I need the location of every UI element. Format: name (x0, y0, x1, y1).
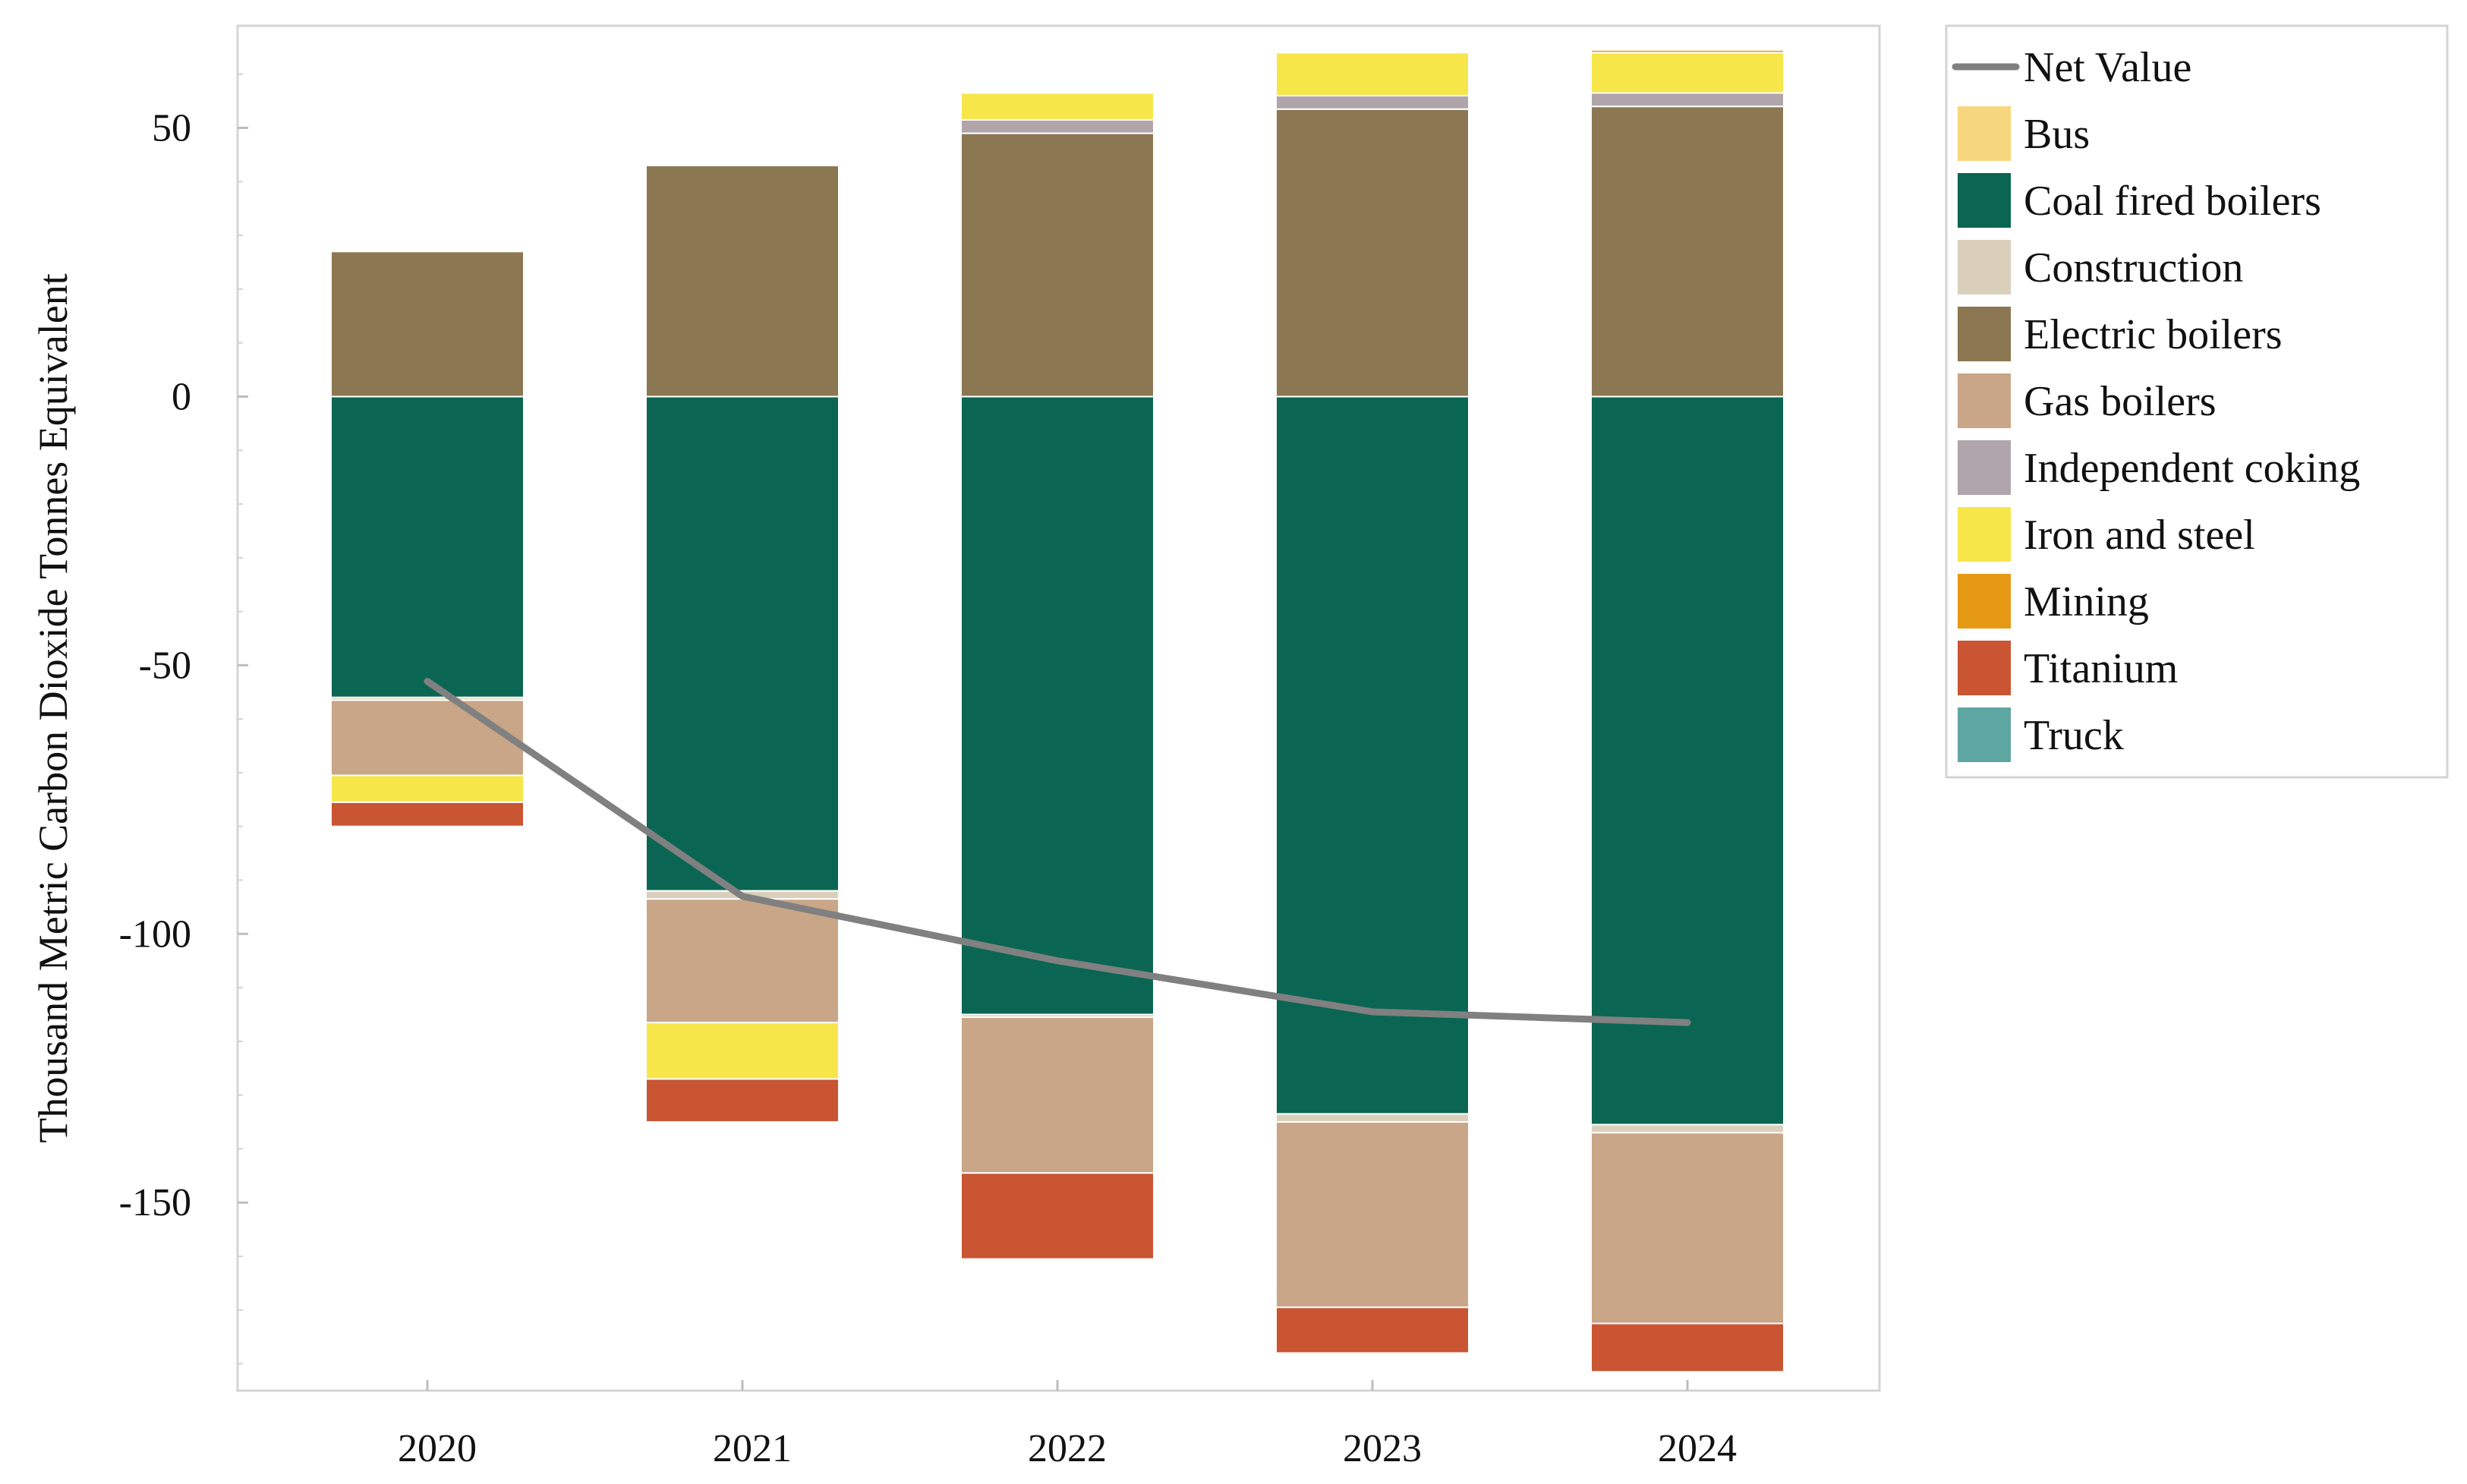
legend-label-construction: Construction (2024, 244, 2243, 291)
legend: Net Value Bus Coal fired boilers Constructi… (1945, 24, 2449, 779)
legend-label-bus: Bus (2024, 111, 2090, 158)
bar-coal-fired-boilers-2021 (645, 395, 840, 892)
bar-gas-boilers-2023 (1275, 1121, 1470, 1309)
legend-label-truck: Truck (2024, 712, 2124, 759)
bar-gas-boilers-2021 (645, 898, 840, 1024)
legend-swatch-gas-boilers (1958, 373, 2011, 428)
bar-independent-coking-2024 (1590, 92, 1785, 108)
bar-iron-and-steel-2023 (1275, 52, 1470, 97)
legend-label-independent-coking: Independent coking (2024, 445, 2360, 492)
legend-label-electric-boilers: Electric boilers (2024, 311, 2283, 358)
y-axis-title: Thousand Metric Carbon Dioxide Tonnes Eq… (30, 273, 76, 1143)
net-value-point-2024 (1687, 1022, 1688, 1023)
net-value-series (424, 678, 1691, 1026)
bar-titanium-2022 (960, 1172, 1155, 1260)
x-tick-label: 2022 (1028, 1427, 1107, 1470)
bar-iron-and-steel-2024 (1590, 52, 1785, 94)
x-tick-label: 2020 (398, 1427, 477, 1470)
bar-iron-and-steel-2022 (960, 92, 1155, 121)
net-value-point-2023 (1372, 1011, 1373, 1013)
bar-electric-boilers-2021 (645, 165, 840, 398)
bar-coal-fired-boilers-2020 (330, 395, 525, 698)
net-value-point-2022 (1057, 960, 1058, 962)
legend-label-net-value: Net Value (2024, 44, 2191, 91)
legend-swatch-truck (1958, 707, 2011, 762)
bar-gas-boilers-2024 (1590, 1132, 1785, 1325)
legend-swatch-electric-boilers (1958, 307, 2011, 361)
legend-swatch-construction (1958, 240, 2011, 295)
bar-coal-fired-boilers-2023 (1275, 395, 1470, 1115)
bars (330, 49, 1785, 1373)
legend-swatch-titanium (1958, 641, 2011, 695)
bar-electric-boilers-2023 (1275, 108, 1470, 398)
y-tick-label: 50 (152, 106, 191, 150)
y-tick-label: 0 (172, 375, 191, 418)
y-axis-ticks: -150 -100 -50 0 50 (119, 106, 248, 1224)
y-tick-label: -150 (119, 1181, 191, 1224)
legend-label-mining: Mining (2024, 578, 2149, 625)
bar-iron-and-steel-2021 (645, 1022, 840, 1080)
legend-label-coal-fired-boilers: Coal fired boilers (2024, 178, 2321, 225)
bar-independent-coking-2022 (960, 118, 1155, 134)
bar-construction-2024 (1590, 1123, 1785, 1134)
legend-label-iron-and-steel: Iron and steel (2024, 512, 2255, 559)
bar-gas-boilers-2022 (960, 1016, 1155, 1174)
bar-gas-boilers-2020 (330, 699, 525, 777)
bar-coal-fired-boilers-2022 (960, 395, 1155, 1016)
legend-swatch-independent-coking (1958, 440, 2011, 495)
bar-iron-and-steel-2020 (330, 774, 525, 803)
legend-swatch-coal-fired-boilers (1958, 173, 2011, 228)
bar-titanium-2023 (1275, 1306, 1470, 1354)
net-value-point-2020 (427, 681, 428, 682)
bar-independent-coking-2023 (1275, 95, 1470, 110)
bar-construction-2023 (1275, 1113, 1470, 1123)
legend-swatch-mining (1958, 574, 2011, 629)
bar-titanium-2024 (1590, 1322, 1785, 1373)
legend-swatch-iron-and-steel (1958, 507, 2011, 562)
y-tick-label: -100 (119, 912, 191, 956)
legend-label-gas-boilers: Gas boilers (2024, 378, 2217, 425)
bar-electric-boilers-2024 (1590, 106, 1785, 398)
x-tick-label: 2024 (1658, 1427, 1737, 1470)
x-tick-label: 2023 (1343, 1427, 1422, 1470)
legend-label-titanium: Titanium (2024, 645, 2178, 692)
bar-coal-fired-boilers-2024 (1590, 395, 1785, 1126)
x-axis-ticks: 2020 2021 2022 2023 2024 (398, 1380, 1737, 1470)
legend-swatch-bus (1958, 106, 2011, 161)
legend-frame (1945, 24, 2449, 779)
y-tick-label: -50 (139, 644, 191, 687)
bar-titanium-2020 (330, 801, 525, 827)
bar-electric-boilers-2022 (960, 132, 1155, 398)
bar-mining-2024 (1590, 49, 1785, 54)
bar-titanium-2021 (645, 1078, 840, 1123)
bar-electric-boilers-2020 (330, 250, 525, 398)
x-tick-label: 2021 (713, 1427, 792, 1470)
